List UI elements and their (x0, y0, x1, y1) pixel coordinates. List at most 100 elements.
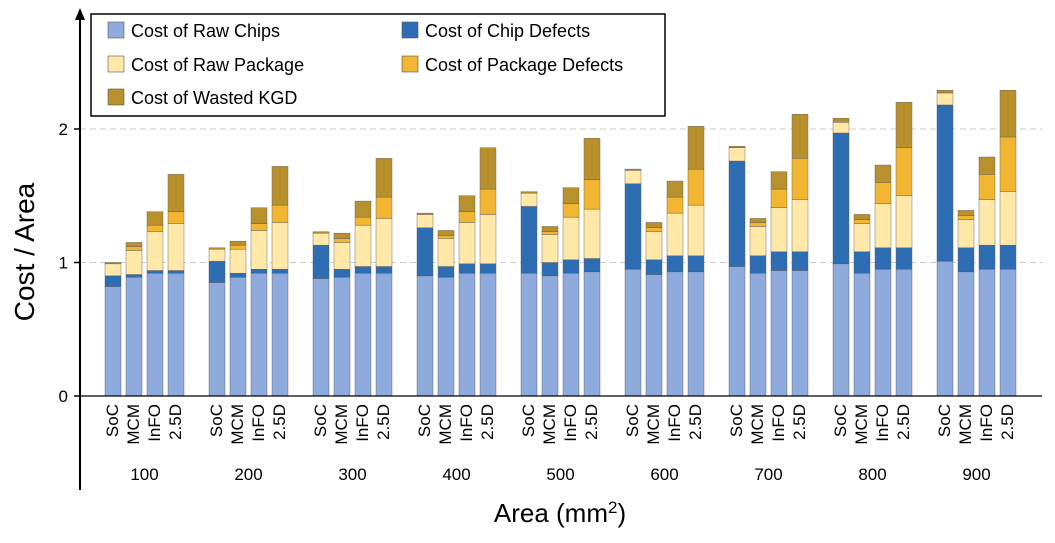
bar-segment-wasted_kgd (541, 226, 559, 232)
bar-segment-raw_chips (999, 268, 1017, 397)
bar-segment-package_defects (333, 238, 351, 243)
group-label: 100 (130, 465, 158, 484)
bar-segment-package_defects (479, 188, 497, 215)
bar-segment-raw_chips (791, 270, 809, 397)
bar-segment-raw_chips (104, 286, 122, 397)
bar-category-label: MCM (436, 404, 455, 445)
bar-segment-raw_package (479, 214, 497, 265)
group-label: 800 (858, 465, 886, 484)
bar-segment-package_defects (895, 147, 913, 196)
bar-segment-chip_defects (583, 258, 601, 273)
bar-segment-chip_defects (416, 227, 434, 277)
bar-segment-package_defects (853, 219, 871, 224)
legend-swatch (107, 88, 125, 106)
bar-segment-raw_chips (416, 275, 434, 397)
bar-segment-raw_package (333, 242, 351, 270)
legend-box (90, 13, 666, 117)
bar-segment-wasted_kgd (312, 231, 330, 234)
bar-segment-package_defects (250, 223, 268, 231)
bar-segment-raw_package (832, 122, 850, 134)
bar-segment-raw_chips (312, 278, 330, 397)
bar-segment-raw_package (437, 238, 455, 267)
bar-segment-raw_package (957, 219, 975, 249)
bar-segment-chip_defects (520, 206, 538, 274)
bar-segment-raw_package (167, 223, 185, 271)
bar-segment-raw_chips (354, 272, 372, 397)
bar-category-label: InFO (145, 404, 164, 442)
bar-category-label: MCM (956, 404, 975, 445)
bar-category-label: SoC (831, 404, 850, 437)
bar-segment-chip_defects (125, 274, 143, 278)
bar-segment-raw_package (874, 203, 892, 249)
bar-segment-chip_defects (791, 251, 809, 271)
bar-segment-package_defects (666, 196, 684, 214)
bar-category-label: 2.5D (790, 404, 809, 440)
bar-segment-raw_chips (645, 274, 663, 397)
bar-segment-package_defects (583, 179, 601, 210)
bar-segment-wasted_kgd (250, 207, 268, 224)
bar-category-label: 2.5D (998, 404, 1017, 440)
bar-segment-wasted_kgd (271, 166, 289, 206)
bar-segment-chip_defects (562, 259, 580, 274)
bar-segment-raw_package (936, 92, 954, 106)
bar-segment-raw_chips (687, 271, 705, 397)
y-tick-labels: 0 1 2 (59, 120, 68, 406)
bar-segment-wasted_kgd (853, 214, 871, 220)
bar-category-label: SoC (311, 404, 330, 437)
bar-segment-wasted_kgd (999, 90, 1017, 138)
bar-segment-raw_package (312, 232, 330, 246)
bar-category-label: MCM (124, 404, 143, 445)
bar-category-label: InFO (977, 404, 996, 442)
bar-category-label: 2.5D (686, 404, 705, 440)
bar-segment-wasted_kgd (375, 158, 393, 198)
legend-label: Cost of Package Defects (425, 55, 623, 75)
bar-segment-package_defects (978, 174, 996, 200)
bar-segment-raw_chips (479, 272, 497, 397)
bar-segment-raw_package (520, 192, 538, 207)
bar-segment-raw_package (458, 222, 476, 265)
bar-category-label: InFO (873, 404, 892, 442)
bar-segment-wasted_kgd (957, 210, 975, 216)
group-label: 400 (442, 465, 470, 484)
x-axis-title: Area (mm2) (494, 498, 626, 528)
bar-category-label: SoC (623, 404, 642, 437)
bar-category-label: MCM (748, 404, 767, 445)
bar-segment-wasted_kgd (520, 191, 538, 194)
bar-segment-wasted_kgd (333, 232, 351, 239)
bar-category-label: MCM (644, 404, 663, 445)
bar-segment-raw_package (853, 223, 871, 253)
bar-segment-raw_chips (458, 272, 476, 397)
bar-segment-chip_defects (874, 247, 892, 270)
bar-segment-chip_defects (687, 255, 705, 273)
legend-label: Cost of Raw Chips (131, 21, 280, 41)
bar-segment-chip_defects (312, 244, 330, 279)
bar-segment-raw_package (416, 214, 434, 228)
bar-segment-raw_chips (832, 263, 850, 397)
bar-segment-package_defects (957, 215, 975, 220)
bar-segment-chip_defects (250, 268, 268, 274)
bar-segment-wasted_kgd (583, 138, 601, 180)
bar-segment-package_defects (770, 188, 788, 208)
bar-segment-chip_defects (104, 275, 122, 287)
bar-segment-chip_defects (895, 247, 913, 270)
y-axis-title: Cost / Area (9, 182, 40, 321)
bar-segment-raw_chips (624, 268, 642, 397)
bar-segment-chip_defects (728, 160, 746, 267)
bar-segment-wasted_kgd (749, 218, 767, 223)
bar-segment-raw_chips (936, 260, 954, 397)
bar-category-label: 2.5D (270, 404, 289, 440)
bar-segment-wasted_kgd (624, 168, 642, 171)
legend-label: Cost of Chip Defects (425, 21, 590, 41)
bar-category-label: SoC (207, 404, 226, 437)
bar-segment-wasted_kgd (666, 180, 684, 198)
bar-segment-package_defects (271, 204, 289, 223)
bar-category-label: InFO (353, 404, 372, 442)
bar-segment-package_defects (541, 231, 559, 235)
bar-segment-raw_chips (541, 275, 559, 397)
bar-segment-raw_chips (125, 276, 143, 397)
bar-segment-package_defects (167, 211, 185, 224)
bar-category-label: MCM (332, 404, 351, 445)
bar-segment-chip_defects (624, 183, 642, 270)
bar-category-label: 2.5D (894, 404, 913, 440)
